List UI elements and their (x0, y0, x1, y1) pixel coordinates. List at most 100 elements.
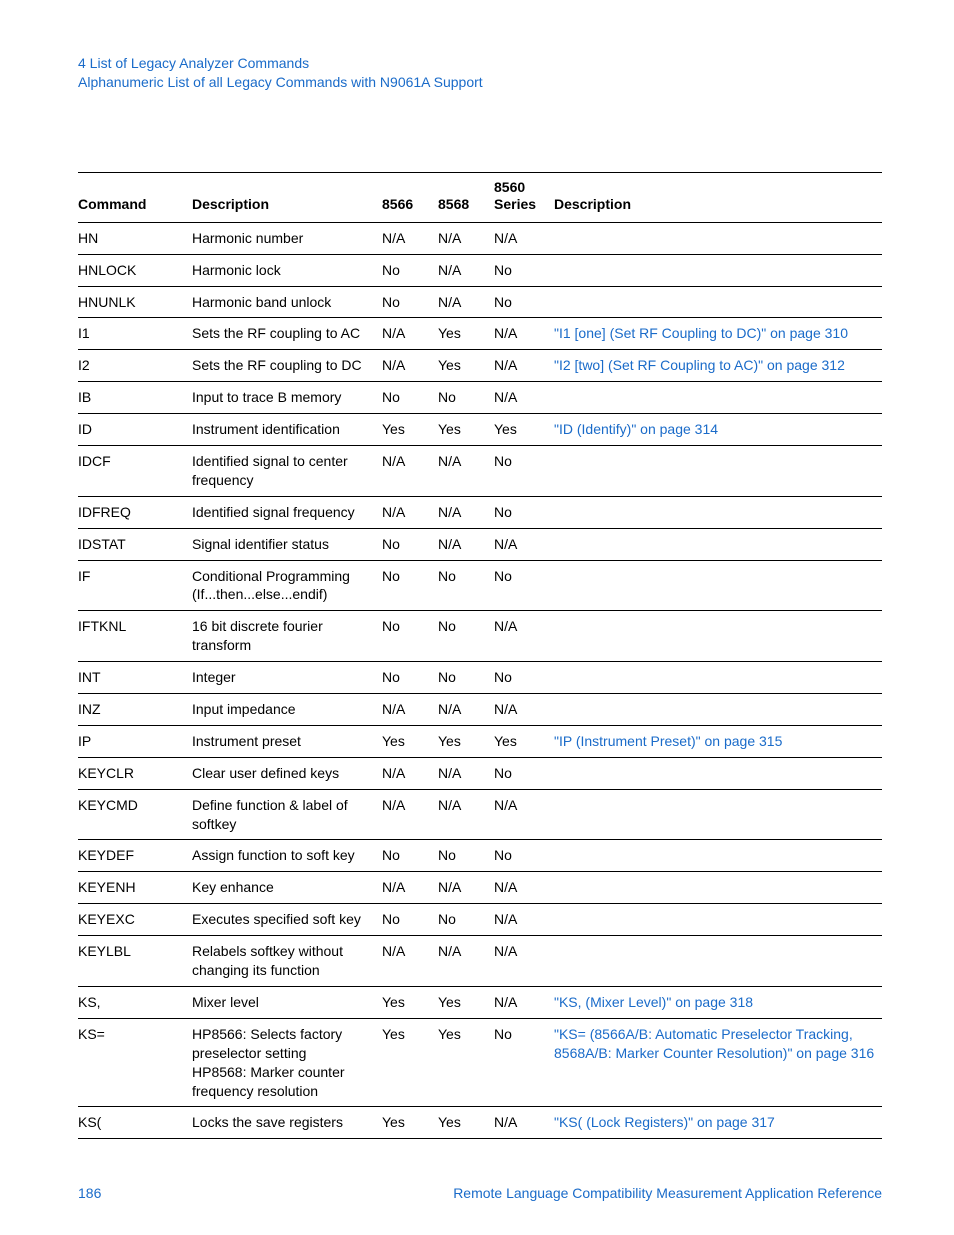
cell-c4: N/A (438, 789, 494, 840)
table-row: HNLOCKHarmonic lockNoN/ANo (78, 254, 882, 286)
cell-reference: "IP (Instrument Preset)" on page 315 (554, 725, 882, 757)
page-footer: 186 Remote Language Compatibility Measur… (78, 1185, 882, 1201)
cell-command: ID (78, 414, 192, 446)
table-row: I1Sets the RF coupling to ACN/AYesN/A"I1… (78, 318, 882, 350)
table-row: HNHarmonic numberN/AN/AN/A (78, 222, 882, 254)
reference-link[interactable]: "IP (Instrument Preset)" on page 315 (554, 733, 782, 749)
col-8566: 8566 (382, 172, 438, 222)
cell-c3: No (382, 560, 438, 611)
cell-c5: N/A (494, 986, 554, 1018)
reference-link[interactable]: "ID (Identify)" on page 314 (554, 421, 718, 437)
cell-c3: No (382, 286, 438, 318)
cell-description: Executes specified soft key (192, 904, 382, 936)
table-row: INZInput impedanceN/AN/AN/A (78, 694, 882, 726)
table-row: HNUNLKHarmonic band unlockNoN/ANo (78, 286, 882, 318)
table-row: IDFREQIdentified signal frequencyN/AN/AN… (78, 496, 882, 528)
cell-c4: N/A (438, 496, 494, 528)
cell-c3: Yes (382, 986, 438, 1018)
cell-reference (554, 789, 882, 840)
cell-c3: Yes (382, 1107, 438, 1139)
cell-command: IF (78, 560, 192, 611)
table-row: KS,Mixer levelYesYesN/A"KS, (Mixer Level… (78, 986, 882, 1018)
cell-command: KEYEXC (78, 904, 192, 936)
table-row: IFTKNL16 bit discrete fourier transformN… (78, 611, 882, 662)
col-8568: 8568 (438, 172, 494, 222)
cell-c3: Yes (382, 414, 438, 446)
table-row: KEYEXCExecutes specified soft keyNoNoN/A (78, 904, 882, 936)
cell-command: KEYCLR (78, 757, 192, 789)
table-row: IDCFIdentified signal to center frequenc… (78, 446, 882, 497)
cell-c4: N/A (438, 286, 494, 318)
cell-c4: No (438, 611, 494, 662)
cell-command: IDFREQ (78, 496, 192, 528)
reference-link[interactable]: "KS( (Lock Registers)" on page 317 (554, 1114, 775, 1130)
cell-c4: No (438, 904, 494, 936)
cell-c4: N/A (438, 254, 494, 286)
cell-c3: N/A (382, 936, 438, 987)
col-8560-top: 8560 (494, 179, 525, 195)
cell-c5: Yes (494, 725, 554, 757)
cell-reference (554, 611, 882, 662)
cell-c5: Yes (494, 414, 554, 446)
cell-c4: N/A (438, 446, 494, 497)
table-row: IBInput to trace B memoryNoNoN/A (78, 382, 882, 414)
table-row: IPInstrument presetYesYesYes"IP (Instrum… (78, 725, 882, 757)
cell-c5: No (494, 840, 554, 872)
cell-c3: No (382, 611, 438, 662)
cell-command: INT (78, 662, 192, 694)
reference-link[interactable]: "KS, (Mixer Level)" on page 318 (554, 994, 753, 1010)
cell-c5: N/A (494, 694, 554, 726)
cell-c4: N/A (438, 757, 494, 789)
cell-command: KEYCMD (78, 789, 192, 840)
cell-command: KEYDEF (78, 840, 192, 872)
cell-description: HP8566: Selects factory preselector sett… (192, 1018, 382, 1107)
cell-command: IB (78, 382, 192, 414)
cell-c3: Yes (382, 725, 438, 757)
cell-c3: No (382, 662, 438, 694)
cell-c5: N/A (494, 222, 554, 254)
cell-c5: No (494, 446, 554, 497)
cell-c5: N/A (494, 872, 554, 904)
cell-reference: "KS= (8566A/B: Automatic Preselector Tra… (554, 1018, 882, 1107)
reference-link[interactable]: "I1 [one] (Set RF Coupling to DC)" on pa… (554, 325, 848, 341)
cell-command: IDSTAT (78, 528, 192, 560)
reference-link[interactable]: "I2 [two] (Set RF Coupling to AC)" on pa… (554, 357, 845, 373)
table-row: KS=HP8566: Selects factory preselector s… (78, 1018, 882, 1107)
cell-description: Instrument identification (192, 414, 382, 446)
cell-c3: No (382, 254, 438, 286)
cell-description: Integer (192, 662, 382, 694)
cell-reference (554, 757, 882, 789)
cell-reference (554, 840, 882, 872)
cell-c4: No (438, 840, 494, 872)
cell-command: IFTKNL (78, 611, 192, 662)
col-8560-series: 8560 Series (494, 172, 554, 222)
cell-description: Locks the save registers (192, 1107, 382, 1139)
footer-title: Remote Language Compatibility Measuremen… (453, 1185, 882, 1201)
cell-description: Signal identifier status (192, 528, 382, 560)
cell-command: IP (78, 725, 192, 757)
commands-table: Command Description 8566 8568 8560 Serie… (78, 172, 882, 1140)
cell-reference (554, 382, 882, 414)
cell-c5: No (494, 1018, 554, 1107)
cell-c5: N/A (494, 789, 554, 840)
cell-command: HNLOCK (78, 254, 192, 286)
cell-reference (554, 222, 882, 254)
cell-c3: No (382, 840, 438, 872)
cell-c4: No (438, 382, 494, 414)
cell-description: Instrument preset (192, 725, 382, 757)
cell-c5: N/A (494, 936, 554, 987)
cell-reference (554, 528, 882, 560)
cell-c4: Yes (438, 414, 494, 446)
cell-command: I2 (78, 350, 192, 382)
table-row: KEYLBLRelabels softkey without changing … (78, 936, 882, 987)
cell-reference (554, 872, 882, 904)
cell-command: KS, (78, 986, 192, 1018)
cell-c5: No (494, 254, 554, 286)
reference-link[interactable]: "KS= (8566A/B: Automatic Preselector Tra… (554, 1026, 874, 1061)
table-row: KEYDEFAssign function to soft keyNoNoNo (78, 840, 882, 872)
cell-c5: N/A (494, 904, 554, 936)
cell-description: Assign function to soft key (192, 840, 382, 872)
cell-command: INZ (78, 694, 192, 726)
cell-command: KEYLBL (78, 936, 192, 987)
cell-reference: "KS( (Lock Registers)" on page 317 (554, 1107, 882, 1139)
